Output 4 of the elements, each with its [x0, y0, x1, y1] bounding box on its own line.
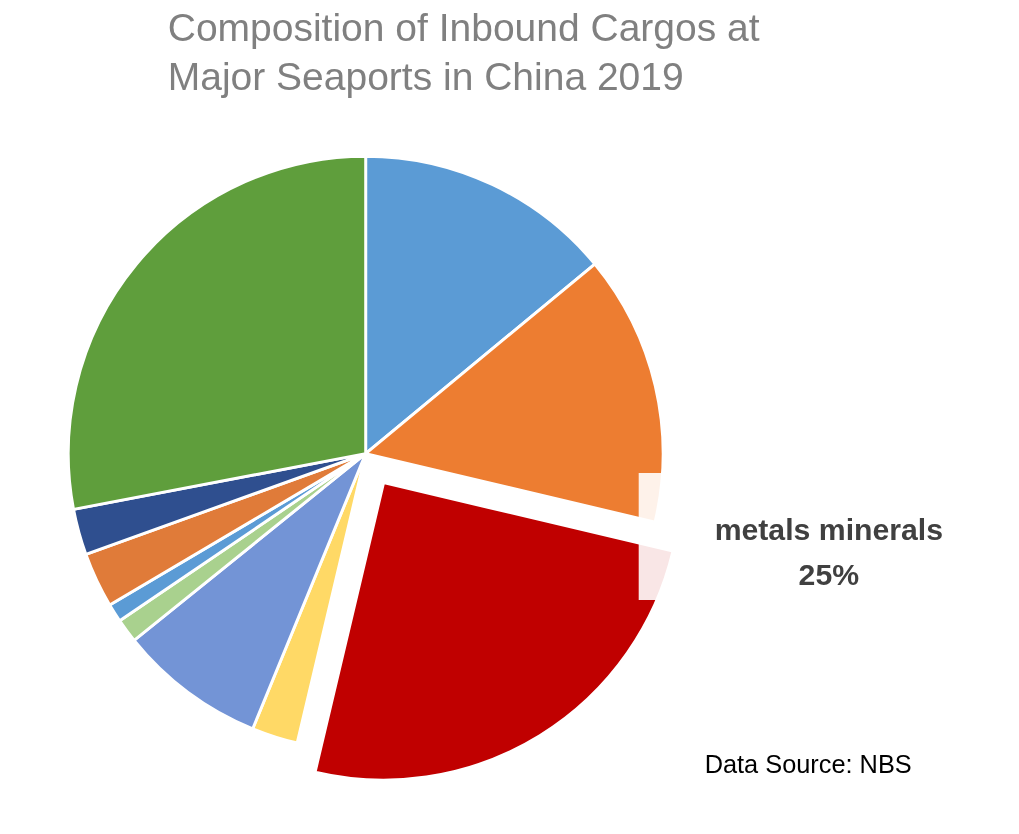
slice-label: metals minerals: [714, 513, 944, 547]
data-label: 25%: [798, 558, 860, 592]
source-note: Data Source: NBS: [704, 750, 912, 779]
chart-title: Composition of Inbound Cargos at Major Seaports in China 2019: [167, 6, 760, 98]
